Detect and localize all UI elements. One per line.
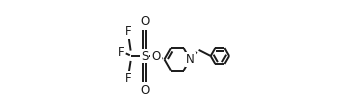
Text: O: O [151,50,161,62]
Text: F: F [117,46,124,59]
Text: F: F [125,25,131,38]
Text: S: S [141,50,149,62]
Text: N: N [186,53,195,66]
Text: O: O [151,50,161,62]
Text: F: F [125,72,131,85]
Text: O: O [140,84,150,97]
Text: O: O [140,15,150,28]
